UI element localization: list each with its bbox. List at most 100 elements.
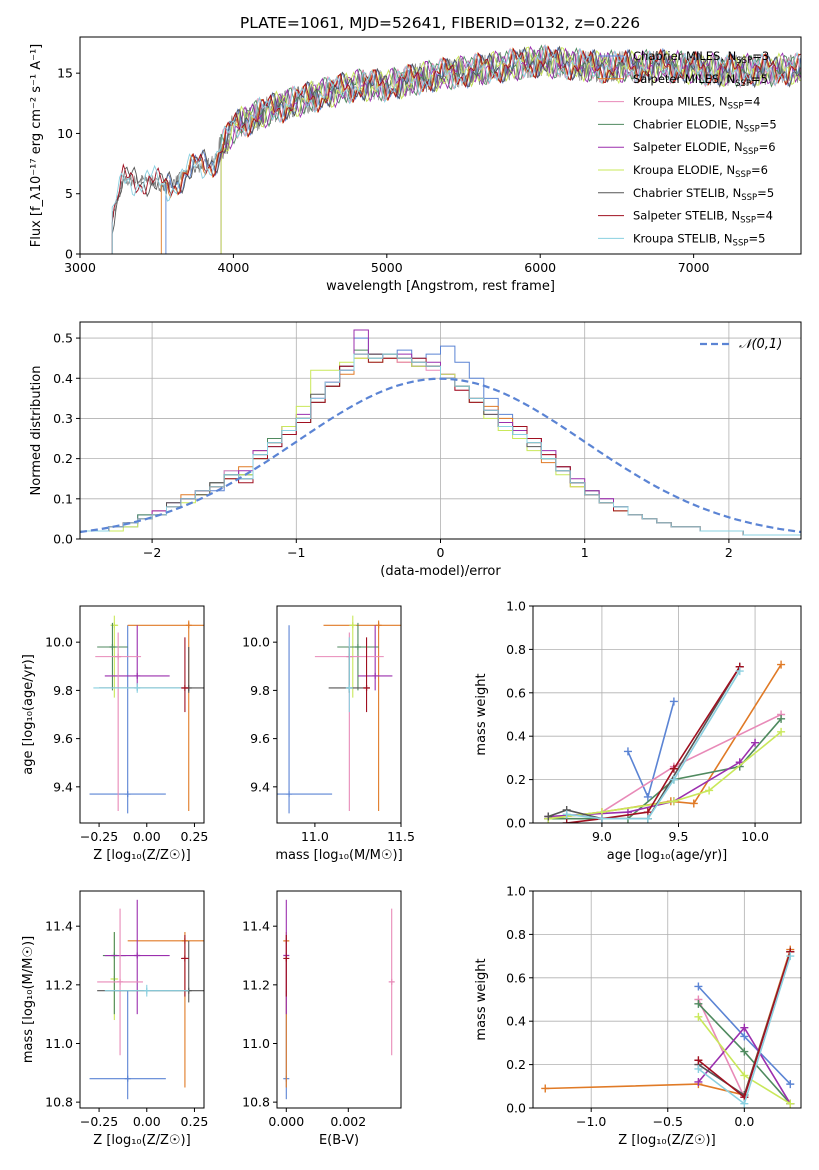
y-tick-label: 0 bbox=[65, 247, 73, 262]
legend-nssp-equals: = bbox=[756, 209, 766, 223]
point-marker bbox=[143, 987, 150, 994]
x-tick-label: 3000 bbox=[64, 260, 96, 275]
series-marker bbox=[777, 660, 786, 669]
legend-nssp-subscript: SSP bbox=[736, 56, 752, 66]
legend-series-name: Kroupa MILES bbox=[633, 95, 712, 109]
legend-nssp-equals: = bbox=[743, 95, 753, 109]
legend-nssp-prefix: , N bbox=[724, 209, 740, 223]
x-tick-label: 0 bbox=[437, 545, 445, 560]
y-tick-label: 10.8 bbox=[242, 1095, 270, 1110]
x-tick-label: 11.5 bbox=[387, 829, 415, 844]
x-tick-label: 6000 bbox=[524, 260, 556, 275]
y-axis-label: mass [log₁₀(M/M☉)] bbox=[21, 936, 36, 1063]
point-marker bbox=[286, 791, 293, 798]
legend-nssp-equals: = bbox=[757, 186, 767, 200]
normal-reference-curve bbox=[80, 377, 801, 534]
x-tick-label: 7000 bbox=[678, 260, 710, 275]
series-marker bbox=[694, 1012, 703, 1021]
x-tick-label: 0.25 bbox=[181, 829, 209, 844]
x-tick-label: −2 bbox=[143, 545, 161, 560]
legend-nssp-value: 4 bbox=[766, 209, 773, 223]
x-tick-label: 11.0 bbox=[301, 829, 329, 844]
axes-residuals: −2 −1 0 1 2 0.0 0.1 0.2 0.3 0.4 0.5 (data-model)/er… bbox=[29, 322, 801, 579]
histogram-steps bbox=[80, 329, 801, 539]
series-marker bbox=[694, 1056, 703, 1065]
series-marker bbox=[562, 810, 571, 819]
legend-nssp-value: 4 bbox=[753, 95, 760, 109]
legend-nssp-value: 6 bbox=[768, 140, 775, 154]
y-tick-label: 0.2 bbox=[506, 1057, 526, 1072]
x-tick-label: −1 bbox=[287, 545, 305, 560]
legend-nssp-subscript: SSP bbox=[743, 147, 759, 157]
y-tick-label: 10.8 bbox=[45, 1095, 73, 1110]
x-axis-label: (data-model)/error bbox=[380, 564, 501, 579]
series-marker bbox=[740, 1071, 749, 1080]
legend-series-name: Chabrier STELIB bbox=[633, 186, 725, 200]
errorbars-mass-vs-Z bbox=[89, 899, 204, 1100]
legend-series-name: Salpeter STELIB bbox=[633, 209, 724, 223]
axes-age-vs-Z: −0.25 0.00 0.25 9.4 9.6 9.8 10.0 Z [log₁₀(Z/Z☉)… bbox=[21, 635, 208, 863]
point-marker bbox=[117, 978, 124, 985]
y-tick-label: 9.6 bbox=[250, 731, 270, 746]
y-tick-label: 11.4 bbox=[45, 919, 73, 934]
x-axis-label: wavelength [Angstrom, rest frame] bbox=[326, 279, 555, 294]
series-marker bbox=[669, 697, 678, 706]
series-marker bbox=[694, 999, 703, 1008]
legend-nssp-value: 3 bbox=[762, 49, 769, 63]
x-tick-label: −0.25 bbox=[80, 829, 118, 844]
legend-nssp-equals: = bbox=[760, 117, 770, 131]
series-marker bbox=[735, 667, 744, 676]
legend-nssp-value: 5 bbox=[769, 117, 776, 131]
y-axis-label: mass weight bbox=[474, 958, 489, 1040]
series-marker bbox=[669, 797, 678, 806]
plot-frame bbox=[79, 890, 205, 1109]
series-marker bbox=[694, 1064, 703, 1073]
legend-nssp-prefix: , N bbox=[728, 117, 744, 131]
spectrum-model-8 bbox=[111, 44, 801, 254]
series-marker bbox=[694, 1077, 703, 1086]
legend-nssp-value: 5 bbox=[767, 186, 774, 200]
legend-nssp-prefix: , N bbox=[725, 186, 741, 200]
series-line bbox=[548, 664, 782, 820]
axes-spectrum: 3000 4000 5000 6000 7000 0 5 10 15 wavelength [An… bbox=[29, 44, 710, 294]
y-tick-label: 0.6 bbox=[506, 970, 526, 985]
histogram-kroupa-stelib bbox=[80, 353, 801, 539]
legend-series-name: Kroupa STELIB bbox=[633, 231, 717, 245]
point-marker bbox=[181, 684, 188, 691]
plot-frame bbox=[79, 321, 802, 540]
series-marker bbox=[740, 1023, 749, 1032]
y-tick-label: 0.2 bbox=[53, 451, 73, 466]
y-tick-label: 11.0 bbox=[45, 1036, 73, 1051]
legend-label: Chabrier MILES, NSSP=3 bbox=[633, 49, 769, 66]
plot-frame bbox=[276, 605, 402, 824]
y-tick-label: 9.8 bbox=[250, 683, 270, 698]
x-axis-label: mass [log₁₀(M/M☉)] bbox=[275, 848, 402, 863]
y-tick-label: 11.2 bbox=[45, 977, 73, 992]
x-tick-label: 0.00 bbox=[133, 829, 161, 844]
x-tick-label: 9.5 bbox=[669, 829, 689, 844]
legend-nssp-subscript: SSP bbox=[735, 79, 751, 89]
axes-age-vs-mass: 11.0 11.5 9.4 9.6 9.8 10.0 mass [log₁₀(M/M☉)] bbox=[242, 635, 415, 863]
y-tick-label: 0.0 bbox=[53, 532, 73, 547]
series-marker bbox=[689, 799, 698, 808]
legend-nssp-subscript: SSP bbox=[733, 238, 749, 248]
legend-nssp-equals: = bbox=[751, 72, 761, 86]
legend-nssp-equals: = bbox=[759, 140, 769, 154]
y-tick-label: 0.0 bbox=[506, 816, 526, 831]
legend-nssp-value: 5 bbox=[761, 72, 768, 86]
legend-nssp-value: 5 bbox=[758, 231, 765, 245]
y-tick-label: 9.6 bbox=[53, 731, 73, 746]
y-tick-label: 10.0 bbox=[45, 635, 73, 650]
point-marker bbox=[115, 653, 122, 660]
series-marker bbox=[786, 1080, 795, 1089]
x-axis-label: Z [log₁₀(Z/Z☉)] bbox=[93, 848, 190, 863]
plot-frame bbox=[79, 36, 802, 255]
errorbars-mass-vs-EBV bbox=[283, 899, 395, 1100]
series-marker bbox=[643, 792, 652, 801]
x-tick-label: 1 bbox=[581, 545, 589, 560]
x-axis-label: Z [log₁₀(Z/Z☉)] bbox=[618, 1133, 715, 1148]
legend-nssp-subscript: SSP bbox=[740, 216, 756, 226]
y-tick-label: 0.4 bbox=[506, 729, 526, 744]
legend-nssp-prefix: , N bbox=[727, 140, 743, 154]
